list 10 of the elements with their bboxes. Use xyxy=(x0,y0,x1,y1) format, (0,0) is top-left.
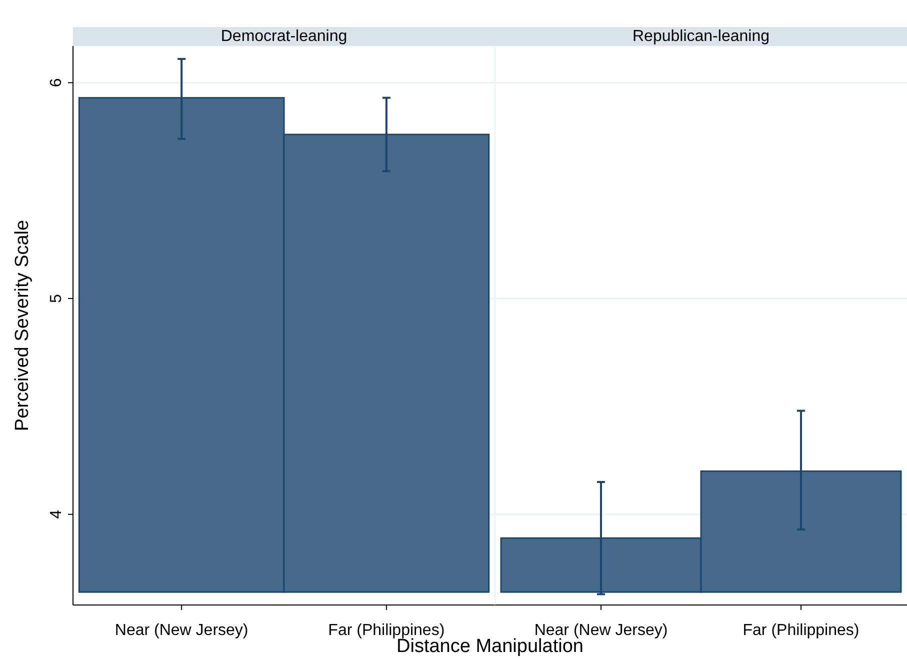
y-tick-label: 4 xyxy=(48,510,65,519)
y-axis-title: Perceived Severity Scale xyxy=(12,220,33,432)
x-tick-label: Far (Philippines) xyxy=(328,622,445,639)
x-tick-label: Near (New Jersey) xyxy=(534,622,668,639)
y-tick-label: 5 xyxy=(48,294,65,303)
x-tick-label: Near (New Jersey) xyxy=(114,622,248,639)
chart-title: Democrat-leaning xyxy=(220,28,348,45)
chart-title: Republican-leaning xyxy=(632,28,770,45)
x-tick-label: Far (Philippines) xyxy=(742,622,860,639)
y-tick-label: 6 xyxy=(48,78,65,88)
